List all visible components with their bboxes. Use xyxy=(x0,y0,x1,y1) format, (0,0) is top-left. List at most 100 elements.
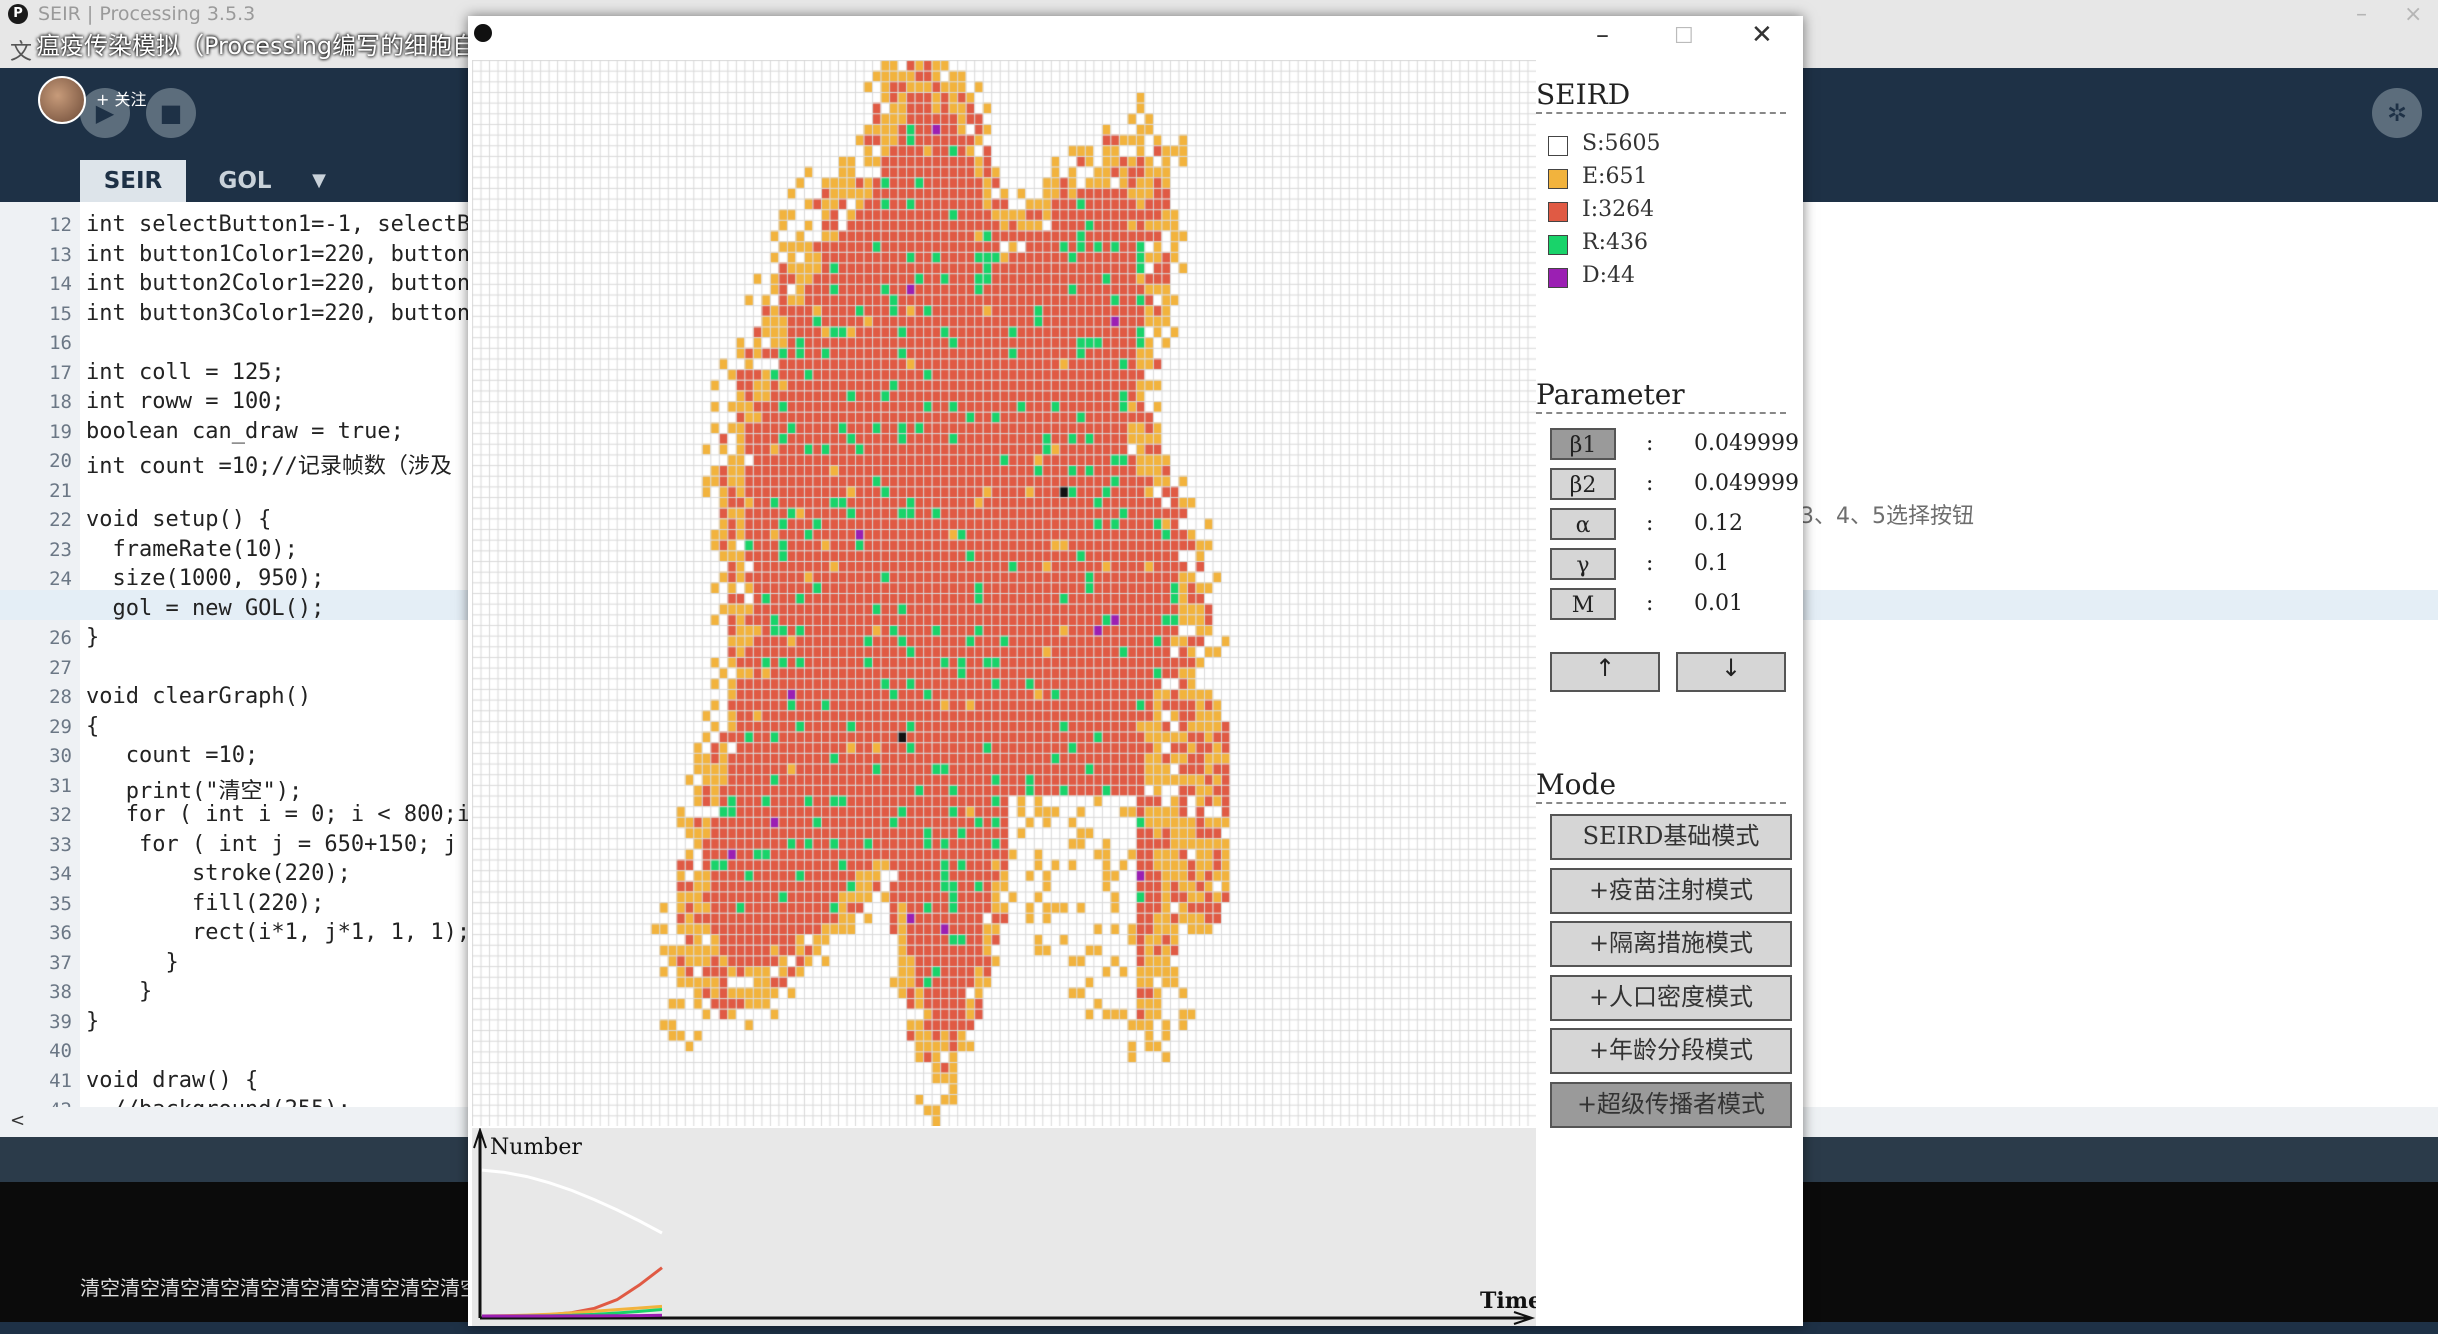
code-line[interactable]: size(1000, 950); xyxy=(86,566,325,591)
code-line[interactable]: { xyxy=(86,713,100,739)
sketch-window: – ☐ ✕ Number Time SEIRD S:5605 E:651 I:3264… xyxy=(468,16,1803,1326)
mode-button[interactable]: SEIRD基础模式 xyxy=(1550,814,1792,860)
code-line[interactable]: int coll = 125; xyxy=(86,359,285,385)
code-line[interactable]: } xyxy=(86,979,153,1004)
code-line[interactable]: int button3Color1=220, button3 xyxy=(86,300,484,326)
legend-swatch xyxy=(1548,202,1568,222)
parameter-select-button[interactable]: γ xyxy=(1550,548,1616,580)
legend-label: D:44 xyxy=(1582,263,1636,288)
line-number: 24 xyxy=(49,568,72,590)
code-line[interactable]: void clearGraph() xyxy=(86,684,312,709)
code-line[interactable]: int roww = 100; xyxy=(86,389,285,414)
line-number: 38 xyxy=(49,981,72,1003)
mode-title: Mode xyxy=(1536,768,1617,801)
line-number: 29 xyxy=(49,715,72,738)
x-axis-arrow xyxy=(1513,1311,1536,1325)
code-line[interactable]: for ( int i = 0; i < 800;i xyxy=(86,802,471,827)
line-number: 22 xyxy=(49,509,72,531)
code-line[interactable]: boolean can_draw = true; xyxy=(86,418,404,444)
code-line[interactable]: print("清空"); xyxy=(86,778,303,804)
mode-button[interactable]: +隔离措施模式 xyxy=(1550,921,1792,967)
minimize-icon[interactable]: – xyxy=(1596,20,1609,50)
legend-label: S:5605 xyxy=(1582,131,1661,156)
control-panel: SEIRD S:5605 E:651 I:3264 R:436 D:44 Paramet… xyxy=(1536,60,1803,1326)
parameter-value: 0.01 xyxy=(1694,591,1743,616)
line-number: 13 xyxy=(49,243,72,266)
line-number: 30 xyxy=(49,745,72,767)
follow-button[interactable]: + 关注 xyxy=(96,90,147,109)
line-number: 36 xyxy=(49,922,72,944)
mode-button[interactable]: +年龄分段模式 xyxy=(1550,1028,1792,1074)
parameter-select-button[interactable]: β1 xyxy=(1550,428,1616,460)
parameter-select-button[interactable]: α xyxy=(1550,508,1616,540)
line-number: 34 xyxy=(49,863,72,885)
code-line[interactable]: stroke(220); xyxy=(86,861,351,886)
code-line[interactable]: int button2Color1=220, button2 xyxy=(86,271,484,296)
code-line[interactable]: fill(220); xyxy=(86,890,325,916)
code-line[interactable]: void draw() { xyxy=(86,1067,259,1093)
line-number: 37 xyxy=(49,951,72,974)
run-button[interactable]: ▶ xyxy=(80,88,130,138)
mode-divider xyxy=(1536,802,1786,804)
close-icon[interactable]: ✕ xyxy=(1751,20,1773,50)
code-line[interactable]: rect(i*1, j*1, 1, 1); xyxy=(86,920,471,945)
menu-file[interactable]: 文 xyxy=(10,40,33,65)
mode-button[interactable]: +超级传播者模式 xyxy=(1550,1081,1792,1128)
code-line[interactable]: for ( int j = 650+150; j xyxy=(86,831,457,857)
code-line[interactable]: } xyxy=(86,1008,100,1034)
parameter-select-button[interactable]: β2 xyxy=(1550,468,1616,500)
increase-button[interactable]: ↑ xyxy=(1550,652,1660,692)
maximize-icon[interactable]: ☐ xyxy=(1674,24,1694,49)
mode-button[interactable]: +疫苗注射模式 xyxy=(1550,867,1792,914)
tab-gol[interactable]: GOL xyxy=(192,160,298,202)
line-number: 39 xyxy=(49,1010,72,1033)
parameter-colon: : xyxy=(1646,511,1654,536)
code-line[interactable]: int count =10;//记录帧数（涉及 xyxy=(86,454,452,479)
code-line[interactable]: void setup() { xyxy=(86,507,272,532)
line-number: 12 xyxy=(49,214,72,236)
line-number: 33 xyxy=(49,833,72,856)
tab-seir[interactable]: SEIR xyxy=(80,160,186,202)
close-icon[interactable]: × xyxy=(2404,2,2423,27)
line-number: 35 xyxy=(49,892,72,915)
uploader-avatar[interactable] xyxy=(38,76,86,124)
parameter-colon: : xyxy=(1646,431,1654,456)
legend-swatch xyxy=(1548,136,1568,156)
scroll-left-arrow-icon[interactable]: < xyxy=(10,1110,26,1131)
sketch-titlebar: – ☐ ✕ xyxy=(468,16,1803,58)
line-number: 15 xyxy=(49,302,72,325)
mode-button[interactable]: +人口密度模式 xyxy=(1550,974,1792,1021)
tab-menu-button[interactable]: ▼ xyxy=(302,160,336,202)
chart-background xyxy=(472,1128,1536,1326)
code-line[interactable]: count =10; xyxy=(86,743,259,768)
stop-button[interactable]: ■ xyxy=(146,88,196,138)
parameter-value: 0.049999 xyxy=(1694,471,1799,496)
line-number-gutter: 1213141516171819202122232425262728293031… xyxy=(0,202,80,1121)
cell-automaton-grid[interactable] xyxy=(472,60,1536,1126)
line-number: 21 xyxy=(49,479,72,502)
decrease-button[interactable]: ↓ xyxy=(1676,652,1786,692)
line-number: 17 xyxy=(49,361,72,384)
parameter-select-button[interactable]: M xyxy=(1550,588,1616,620)
debugger-icon[interactable]: ✲ xyxy=(2372,88,2422,138)
line-number: 23 xyxy=(49,538,72,561)
parameter-value: 0.12 xyxy=(1694,511,1743,536)
epidemic-curve-chart: Number Time xyxy=(472,1128,1536,1326)
line-number: 16 xyxy=(49,332,72,354)
x-axis-label: Time xyxy=(1480,1288,1536,1314)
line-number: 26 xyxy=(49,627,72,649)
code-line[interactable]: } xyxy=(86,949,179,975)
code-comment: 3、4、5选择按钮 xyxy=(1800,504,1974,529)
code-line[interactable]: gol = new GOL(); xyxy=(86,595,325,621)
code-line[interactable]: } xyxy=(86,625,100,650)
code-line[interactable]: int selectButton1=-1, selectBu xyxy=(86,212,484,237)
line-number: 28 xyxy=(49,686,72,708)
code-line[interactable]: int button1Color1=220, button1 xyxy=(86,241,484,267)
minimize-icon[interactable]: – xyxy=(2356,2,2367,27)
line-number: 40 xyxy=(49,1040,72,1062)
line-number: 19 xyxy=(49,420,72,443)
parameter-divider xyxy=(1536,412,1786,414)
code-line[interactable]: frameRate(10); xyxy=(86,536,298,562)
processing-logo-icon: P xyxy=(8,4,28,24)
line-number: 18 xyxy=(49,391,72,413)
